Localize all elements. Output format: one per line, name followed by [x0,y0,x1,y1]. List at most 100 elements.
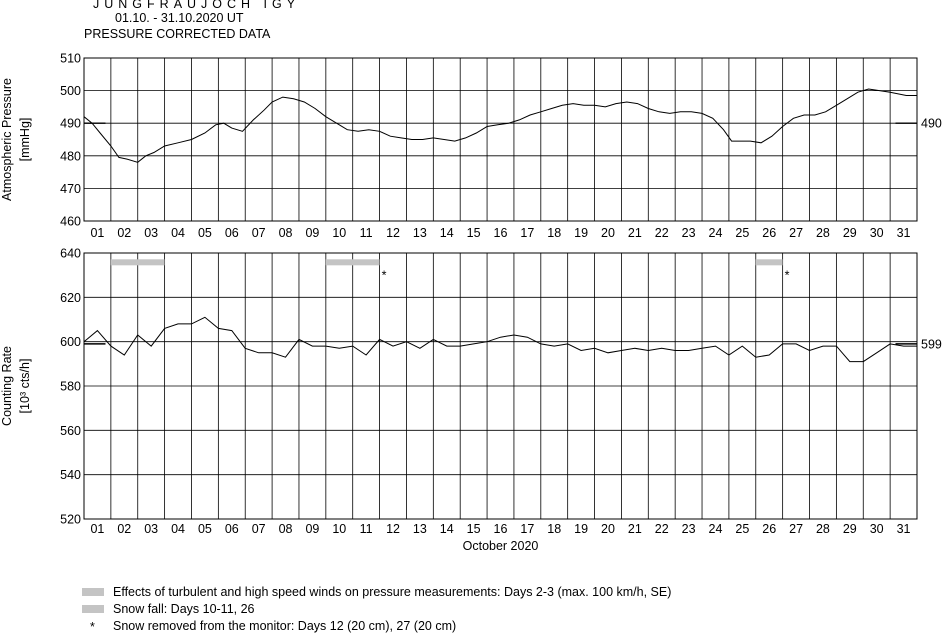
x-tick-label: 26 [762,226,776,240]
x-tick-label: 01 [90,226,104,240]
y-tick-label: 460 [60,215,81,229]
x-tick-label: 04 [171,226,185,240]
x-tick-label: 19 [574,226,588,240]
x-tick-label: 03 [144,522,158,536]
x-tick-label: 18 [547,226,561,240]
reference-value-label: 490 [921,117,942,131]
legend-text: Snow removed from the monitor: Days 12 (… [113,619,457,633]
x-tick-label: 10 [332,522,346,536]
y-tick-label: 490 [60,117,81,131]
y-tick-label: 560 [60,424,81,438]
x-tick-label: 09 [305,522,319,536]
y-tick-label: 600 [60,335,81,349]
x-tick-label: 31 [897,226,911,240]
chart-subtitle: PRESSURE CORRECTED DATA [84,27,271,41]
y-axis-label: Atmospheric Pressure [0,78,14,201]
x-tick-label: 20 [601,522,615,536]
x-axis-label: October 2020 [463,539,539,553]
legend-swatch-gray-bar [82,588,104,596]
x-tick-label: 23 [682,522,696,536]
x-tick-label: 13 [413,226,427,240]
x-tick-label: 13 [413,522,427,536]
data-series-line [83,316,917,363]
x-tick-label: 30 [870,226,884,240]
plot-frame [83,57,918,222]
snow-removed-star-marker: * [785,268,790,282]
x-tick-label: 16 [494,226,508,240]
x-tick-label: 08 [279,226,293,240]
x-tick-label: 16 [494,522,508,536]
legend-star-icon: * [90,620,95,634]
x-tick-label: 05 [198,226,212,240]
legend-item-wind-effects: Effects of turbulent and high speed wind… [82,585,762,599]
x-tick-label: 21 [628,226,642,240]
x-tick-label: 28 [816,522,830,536]
x-tick-label: 20 [601,226,615,240]
x-tick-label: 08 [279,522,293,536]
x-tick-label: 11 [360,522,373,536]
x-tick-label: 29 [843,522,857,536]
x-tick-label: 02 [117,226,131,240]
x-tick-label: 06 [225,226,239,240]
x-tick-label: 22 [655,226,669,240]
x-tick-label: 29 [843,226,857,240]
y-tick-label: 640 [60,247,81,261]
event-bar-marker [325,259,380,266]
legend-text: Effects of turbulent and high speed wind… [113,585,672,599]
x-tick-label: 31 [897,522,911,536]
data-series-line [83,88,917,163]
event-bar-marker [110,259,165,266]
y-axis-unit: [10³ cts/h] [18,359,32,414]
x-tick-label: 11 [360,226,373,240]
snow-removed-star-marker: * [382,268,387,282]
x-tick-label: 15 [467,522,481,536]
x-tick-label: 07 [252,226,266,240]
x-tick-label: 04 [171,522,185,536]
chart-period: 01.10. - 31.10.2020 UT [115,11,244,25]
x-tick-label: 02 [117,522,131,536]
x-tick-label: 24 [709,226,723,240]
x-tick-label: 28 [816,226,830,240]
x-tick-label: 03 [144,226,158,240]
y-axis-unit: [mmHg] [18,118,32,162]
x-tick-label: 17 [520,522,534,536]
legend-item-snow-fall: Snow fall: Days 10-11, 26 [82,602,382,616]
x-tick-label: 18 [547,522,561,536]
x-tick-label: 19 [574,522,588,536]
x-tick-label: 25 [735,226,749,240]
legend-text: Snow fall: Days 10-11, 26 [113,602,255,616]
x-tick-label: 07 [252,522,266,536]
event-bar-marker [755,259,783,266]
x-tick-label: 10 [332,226,346,240]
x-tick-label: 23 [682,226,696,240]
y-axis-label: Counting Rate [0,346,14,426]
x-tick-label: 01 [90,522,104,536]
reference-value-label: 599 [921,337,942,351]
x-tick-label: 12 [386,226,400,240]
y-tick-label: 510 [60,52,81,66]
x-tick-label: 27 [789,226,803,240]
x-tick-label: 27 [789,522,803,536]
y-tick-label: 540 [60,468,81,482]
legend-item-snow-removed: * Snow removed from the monitor: Days 12… [82,619,532,634]
x-tick-label: 12 [386,522,400,536]
x-tick-label: 09 [305,226,319,240]
x-tick-label: 30 [870,522,884,536]
x-tick-label: 06 [225,522,239,536]
y-tick-label: 580 [60,380,81,394]
y-tick-label: 470 [60,182,81,196]
x-tick-label: 15 [467,226,481,240]
y-tick-label: 500 [60,84,81,98]
x-tick-label: 14 [440,522,454,536]
y-tick-label: 480 [60,149,81,163]
x-tick-label: 21 [628,522,642,536]
x-tick-label: 05 [198,522,212,536]
x-tick-label: 24 [709,522,723,536]
chart-title: JUNGFRAUJOCH IGY [93,0,301,11]
legend-swatch-gray-bar [82,605,104,613]
y-tick-label: 620 [60,291,81,305]
x-tick-label: 17 [520,226,534,240]
y-tick-label: 520 [60,513,81,527]
x-tick-label: 14 [440,226,454,240]
